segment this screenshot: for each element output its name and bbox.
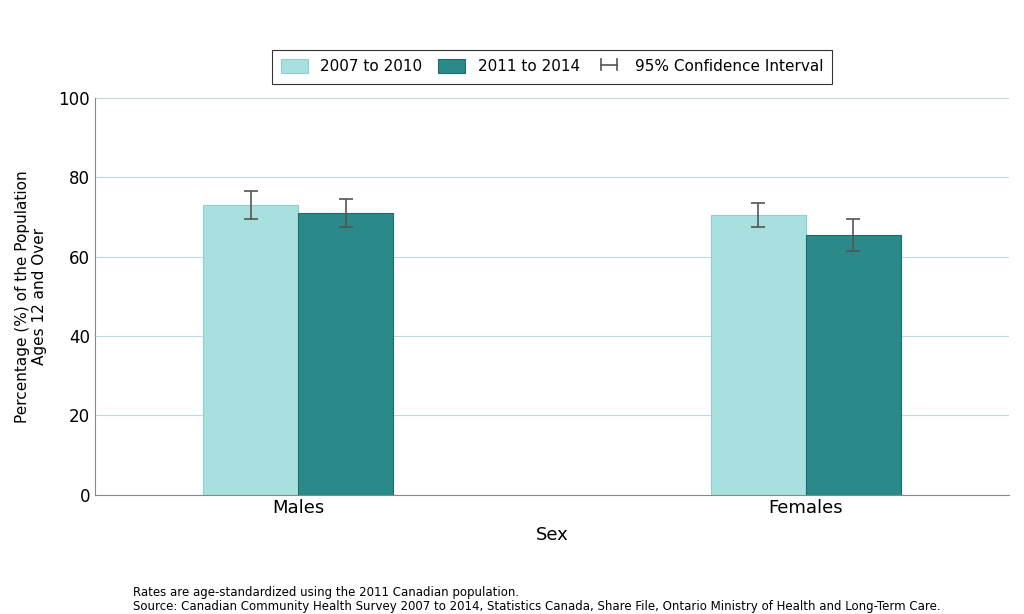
Bar <box>711 215 806 494</box>
Legend: 2007 to 2010, 2011 to 2014, 95% Confidence Interval: 2007 to 2010, 2011 to 2014, 95% Confiden… <box>271 50 833 84</box>
Y-axis label: Percentage (%) of the Population
Ages 12 and Over: Percentage (%) of the Population Ages 12… <box>15 170 47 422</box>
X-axis label: Sex: Sex <box>536 526 568 544</box>
Bar <box>204 205 298 494</box>
Text: Source: Canadian Community Health Survey 2007 to 2014, Statistics Canada, Share : Source: Canadian Community Health Survey… <box>133 600 941 613</box>
Text: Rates are age-standardized using the 2011 Canadian population.: Rates are age-standardized using the 201… <box>133 586 519 599</box>
Bar <box>298 213 393 494</box>
Bar <box>806 235 901 494</box>
